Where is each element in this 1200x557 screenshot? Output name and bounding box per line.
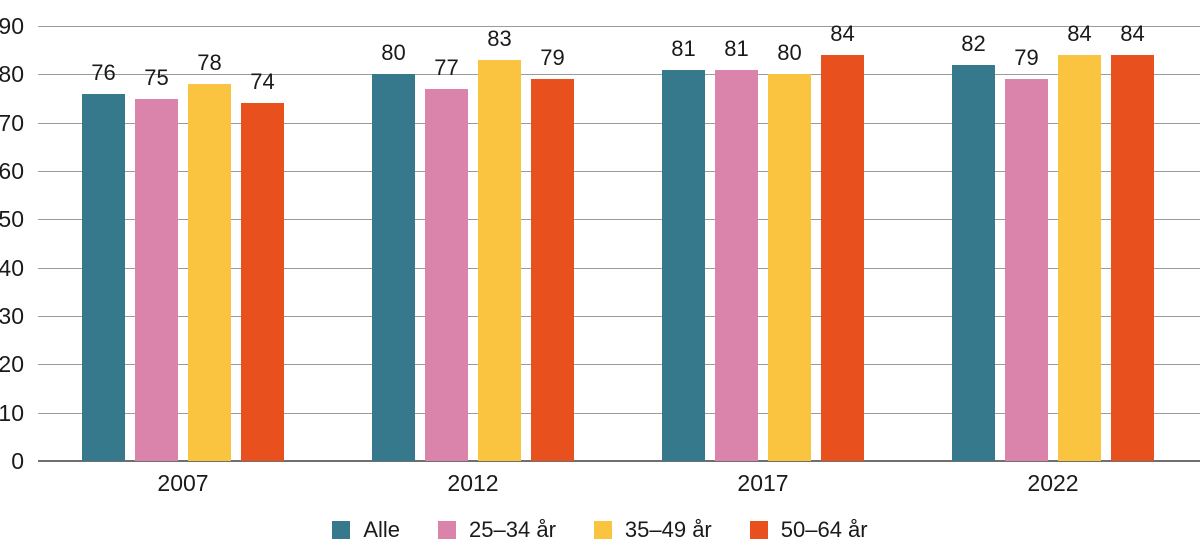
bar-2012-series0 — [372, 74, 415, 461]
bar-value-label: 79 — [540, 45, 565, 71]
legend-label: 35–49 år — [624, 517, 712, 542]
bar-2017-series3 — [821, 55, 864, 461]
legend-swatch-icon — [332, 521, 351, 539]
bar-value-label: 80 — [381, 40, 406, 66]
bar-value-label: 84 — [1067, 21, 1092, 46]
x-axis-line — [38, 460, 1200, 462]
legend-item-2: 35–49 år — [593, 517, 712, 542]
x-tick-label: 2022 — [1027, 470, 1079, 496]
legend-swatch-icon — [593, 521, 612, 539]
bar-value-label: 80 — [777, 40, 802, 66]
x-tick-label: 2007 — [157, 470, 209, 496]
bar-2007-series3 — [241, 103, 284, 461]
legend-label: 25–34 år — [469, 517, 556, 542]
x-tick-label: 2012 — [447, 470, 499, 496]
bar-2012-series1 — [425, 88, 468, 461]
gridline — [38, 316, 1200, 317]
legend-item-0: Alle — [332, 519, 400, 541]
bar-value-label: 82 — [961, 30, 986, 56]
legend-label: 50–64 år — [780, 517, 868, 542]
gridline — [38, 267, 1200, 269]
gridline — [38, 364, 1200, 366]
bar-2012-series2 — [478, 59, 521, 461]
bar-value-label: 79 — [1014, 45, 1039, 71]
bar-value-label: 81 — [724, 35, 749, 61]
y-tick-label: 40 — [0, 254, 24, 281]
bar-2007-series0 — [82, 93, 125, 461]
y-tick-label: 30 — [0, 303, 24, 329]
bar-2017-series2 — [768, 74, 811, 461]
bar-2022-series0 — [952, 64, 995, 461]
bar-value-label: 77 — [434, 54, 459, 80]
bar-value-label: 75 — [144, 64, 169, 90]
gridline — [38, 26, 1200, 27]
y-tick-label: 50 — [0, 206, 24, 233]
gridline — [38, 171, 1200, 172]
legend-swatch-icon — [438, 521, 457, 539]
bar-2012-series3 — [531, 79, 574, 461]
bar-2022-series1 — [1005, 79, 1048, 461]
bar-value-label: 78 — [197, 50, 222, 75]
gridline — [38, 412, 1200, 414]
y-tick-label: 90 — [0, 13, 24, 39]
legend-swatch-icon — [749, 521, 768, 539]
bar-value-label: 83 — [487, 25, 512, 51]
y-tick-label: 0 — [11, 448, 24, 474]
bar-value-label: 74 — [250, 69, 275, 95]
gridline — [38, 74, 1200, 76]
x-tick-label: 2017 — [737, 470, 789, 496]
bar-value-label: 76 — [91, 59, 116, 85]
bar-value-label: 84 — [1120, 21, 1145, 46]
bar-2007-series1 — [135, 98, 178, 461]
legend: Alle 25–34 år 35–49 år 50–64 år — [0, 512, 1200, 548]
bar-2017-series1 — [715, 69, 758, 461]
bar-value-label: 81 — [671, 35, 696, 61]
bar-2022-series2 — [1058, 55, 1101, 461]
gridline — [38, 219, 1200, 221]
y-tick-label: 60 — [0, 158, 24, 184]
y-tick-label: 80 — [0, 61, 24, 88]
legend-item-1: 25–34 år — [438, 519, 556, 541]
bar-2017-series0 — [662, 69, 705, 461]
gridline — [38, 122, 1200, 124]
y-tick-label: 20 — [0, 351, 24, 378]
bar-2022-series3 — [1111, 55, 1154, 461]
legend-label: Alle — [363, 517, 401, 542]
y-tick-label: 10 — [0, 399, 24, 426]
legend-item-3: 50–64 år — [749, 517, 868, 542]
y-tick-label: 70 — [0, 109, 24, 136]
bar-value-label: 84 — [830, 21, 855, 46]
bar-2007-series2 — [188, 84, 231, 461]
